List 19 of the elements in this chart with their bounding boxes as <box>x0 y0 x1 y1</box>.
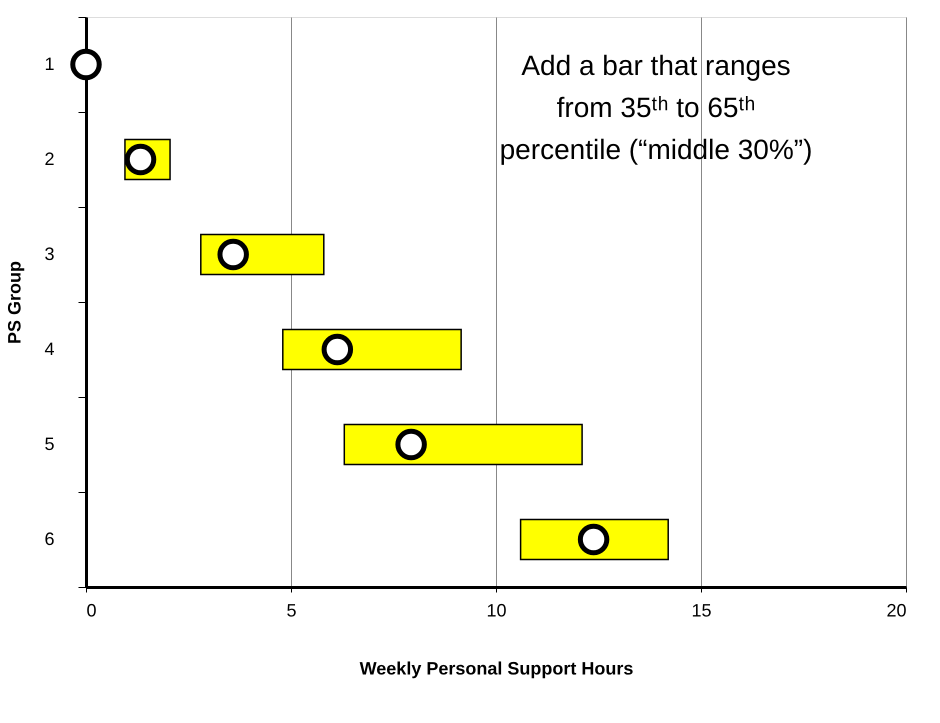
x-tick-label: 20 <box>886 600 906 620</box>
x-tick-label: 0 <box>86 600 97 620</box>
point <box>217 238 249 270</box>
x-tick-label: 10 <box>486 600 507 620</box>
annotation: Add a bar that ranges from 35ᵗʰ to 65ᵗʰ percentile (“middle 30%”) <box>500 50 812 165</box>
point <box>70 48 102 80</box>
x-tick-label: 5 <box>286 600 297 620</box>
y-tick-label: 6 <box>44 529 54 549</box>
y-tick-label: 5 <box>44 434 54 454</box>
point <box>578 524 610 556</box>
point <box>395 428 427 460</box>
point <box>322 334 354 366</box>
y-tick-label: 1 <box>44 54 54 74</box>
x-tick-label: 15 <box>691 600 712 620</box>
x-axis-title: Weekly Personal Support Hours <box>360 658 634 678</box>
y-tick-label: 3 <box>44 244 54 264</box>
y-axis-title: PS Group <box>4 260 24 344</box>
y-tick-label: 2 <box>44 149 54 169</box>
y-tick-label: 4 <box>44 339 54 359</box>
